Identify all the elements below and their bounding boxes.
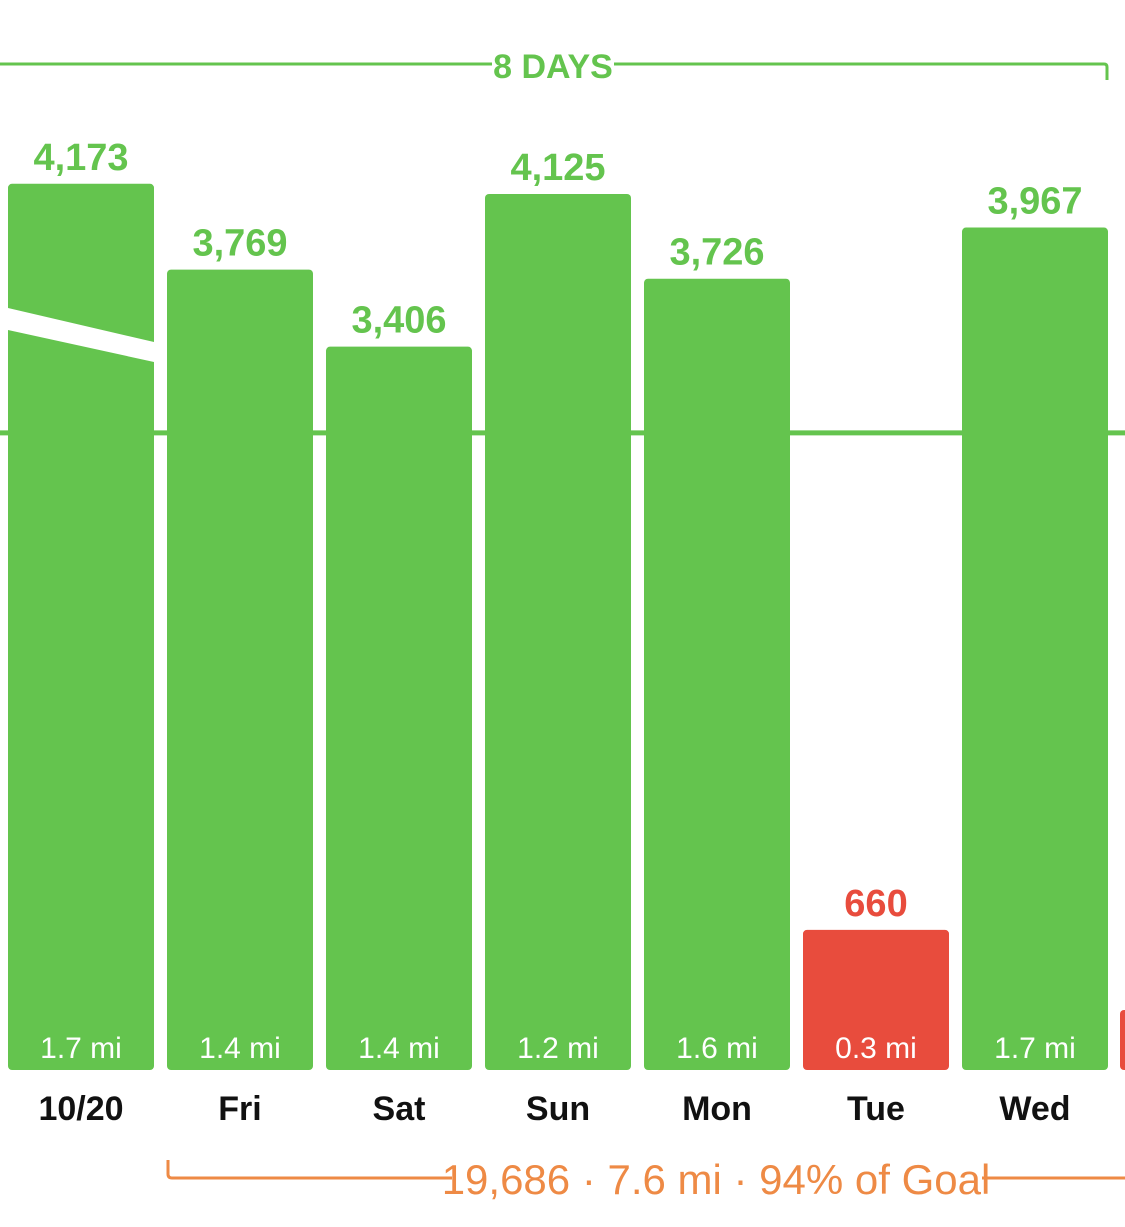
bar-partial-next [1120,1010,1125,1070]
bar-10-20[interactable] [8,183,154,1070]
category-label: Wed [999,1090,1070,1128]
period-label: 8 DAYS [493,48,613,86]
bar-mon[interactable] [644,278,790,1070]
summary-bracket-left [166,1160,452,1180]
category-label: 10/20 [38,1090,123,1128]
value-label: 660 [844,883,907,925]
distance-label: 1.6 mi [676,1032,758,1065]
distance-label: 1.2 mi [517,1032,599,1065]
summary-text: 19,686 · 7.6 mi · 94% of Goal [442,1156,991,1203]
category-label: Mon [682,1090,752,1128]
category-label: Tue [847,1090,905,1128]
bar-tue[interactable] [803,929,949,1070]
category-label: Sun [526,1090,590,1128]
category-label: Sat [373,1090,426,1128]
distance-label: 1.7 mi [40,1032,122,1065]
labels-group: 4,173 1.7 mi 10/20 3,769 1.4 mi Fri 3,406 1.4 m… [33,137,1082,1128]
distance-label: 1.7 mi [994,1032,1076,1065]
value-label: 3,406 [351,300,446,342]
bars-group [8,183,1125,1071]
summary-bracket [166,1160,1125,1180]
top-bracket-right [614,62,1109,80]
distance-label: 0.3 mi [835,1032,917,1065]
distance-label: 1.4 mi [358,1032,440,1065]
bar-fri[interactable] [167,269,313,1070]
value-label: 4,125 [510,147,605,189]
bar-wed[interactable] [962,227,1108,1071]
value-label: 3,967 [987,181,1082,223]
bar-sat[interactable] [326,346,472,1070]
bar-sun[interactable] [485,193,631,1071]
value-label: 4,173 [33,137,128,179]
first-bar-stripe [8,308,154,362]
value-label: 3,726 [669,232,764,274]
distance-label: 1.4 mi [199,1032,281,1065]
category-label: Fri [218,1090,261,1128]
value-label: 3,769 [192,223,287,265]
top-bracket [0,62,1109,80]
